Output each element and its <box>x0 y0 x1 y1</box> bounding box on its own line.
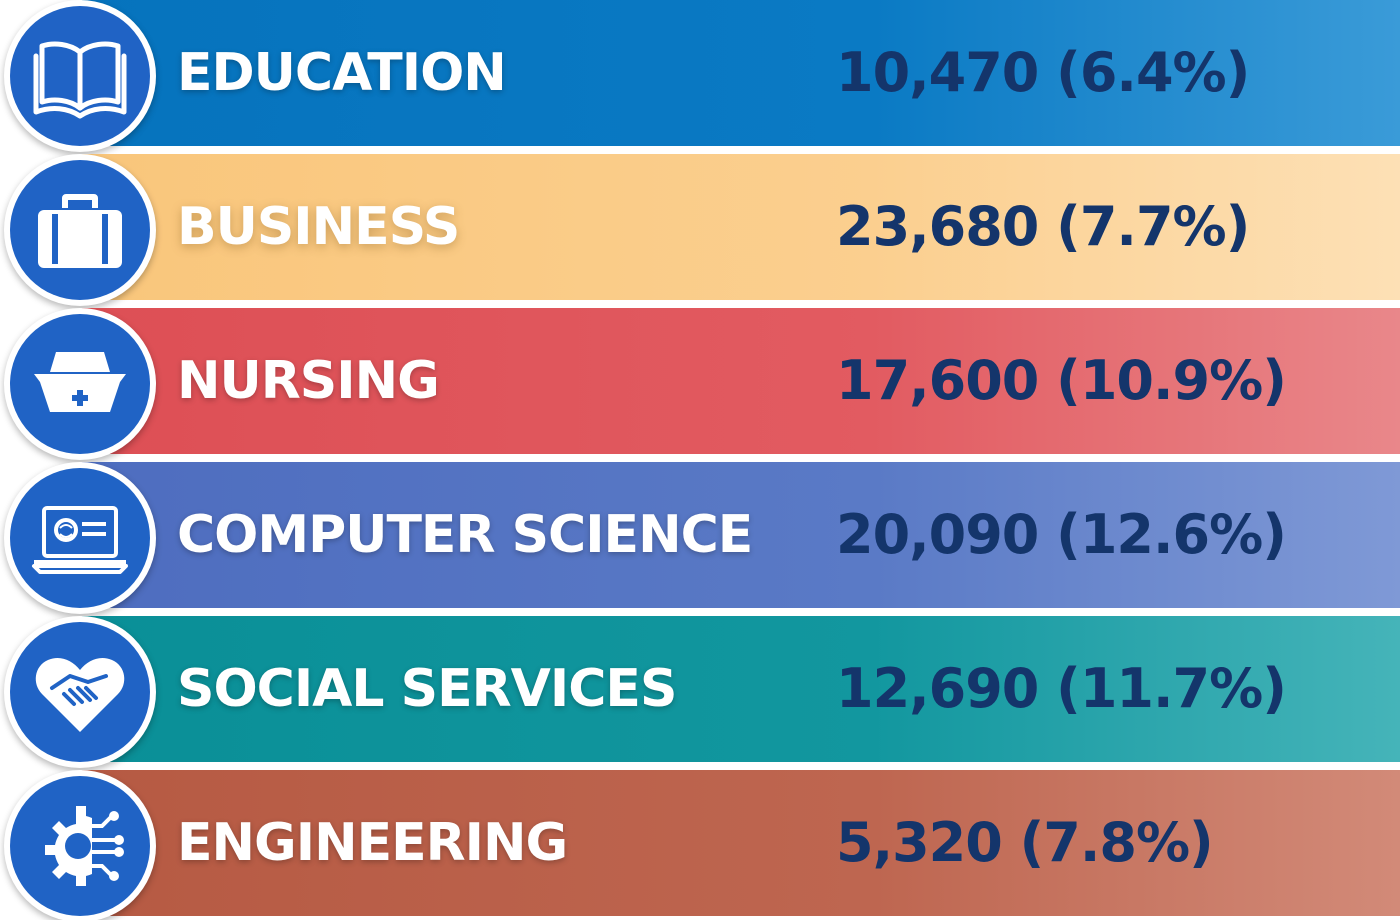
icon-badge-nursing <box>4 308 156 460</box>
row-computer-science: COMPUTER SCIENCE 20,090 (12.6%) <box>0 462 1400 614</box>
category-value: 23,680 (7.7%) <box>836 195 1250 258</box>
icon-badge-computer-science <box>4 462 156 614</box>
briefcase-icon <box>38 194 122 268</box>
icon-badge-education <box>4 0 156 152</box>
band-engineering <box>82 770 1400 916</box>
band-business <box>82 154 1400 300</box>
category-value: 17,600 (10.9%) <box>836 349 1287 412</box>
row-social-services: SOCIAL SERVICES 12,690 (11.7%) <box>0 616 1400 768</box>
band-education <box>82 0 1400 146</box>
band-nursing <box>82 308 1400 454</box>
band-social-services <box>82 616 1400 762</box>
nurse-cap-icon <box>34 352 126 412</box>
icon-badge-engineering <box>4 770 156 920</box>
category-label: COMPUTER SCIENCE <box>177 505 753 565</box>
icon-badge-business <box>4 154 156 306</box>
row-education: EDUCATION 10,470 (6.4%) <box>0 0 1400 152</box>
category-value: 5,320 (7.8%) <box>836 811 1214 874</box>
handshake-heart-icon <box>35 658 125 732</box>
category-label: ENGINEERING <box>177 813 568 873</box>
open-book-icon <box>33 41 127 119</box>
category-value: 20,090 (12.6%) <box>836 503 1287 566</box>
row-engineering: ENGINEERING 5,320 (7.8%) <box>0 770 1400 920</box>
category-value: 12,690 (11.7%) <box>836 657 1287 720</box>
laptop-icon <box>32 506 128 574</box>
category-label: NURSING <box>177 351 440 411</box>
icon-badge-social-services <box>4 616 156 768</box>
band-computer-science <box>82 462 1400 608</box>
category-label: SOCIAL SERVICES <box>177 659 677 719</box>
row-nursing: NURSING 17,600 (10.9%) <box>0 308 1400 460</box>
category-value: 10,470 (6.4%) <box>836 41 1250 104</box>
row-business: BUSINESS 23,680 (7.7%) <box>0 154 1400 306</box>
category-label: EDUCATION <box>177 43 507 103</box>
category-label: BUSINESS <box>177 197 460 257</box>
gear-circuit-icon <box>45 806 124 886</box>
